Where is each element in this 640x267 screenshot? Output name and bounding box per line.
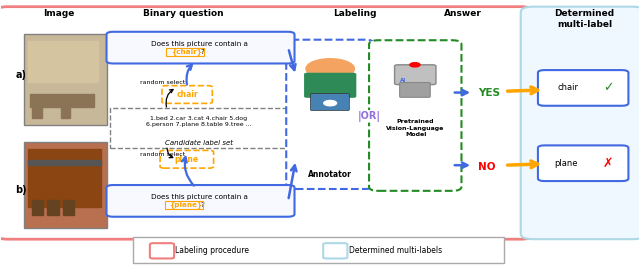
FancyBboxPatch shape	[286, 40, 374, 189]
Circle shape	[410, 63, 420, 67]
Text: Does this picture contain a: Does this picture contain a	[151, 194, 250, 201]
Text: |OR|: |OR|	[358, 111, 381, 122]
Bar	[63, 199, 74, 215]
Text: plane: plane	[554, 159, 577, 168]
FancyBboxPatch shape	[106, 185, 294, 217]
Bar	[32, 199, 44, 215]
Text: Answer: Answer	[444, 9, 483, 18]
Circle shape	[306, 59, 355, 79]
Bar	[28, 160, 101, 165]
Text: Labeling: Labeling	[333, 9, 377, 18]
Text: 6.person 7.plane 8.table 9.tree ...: 6.person 7.plane 8.table 9.tree ...	[146, 122, 252, 127]
Bar	[30, 94, 94, 107]
FancyBboxPatch shape	[106, 32, 294, 64]
Text: a): a)	[15, 70, 26, 80]
Text: ✗: ✗	[603, 156, 613, 170]
FancyBboxPatch shape	[323, 243, 348, 258]
FancyBboxPatch shape	[133, 237, 504, 263]
FancyBboxPatch shape	[0, 7, 534, 239]
FancyBboxPatch shape	[24, 34, 106, 125]
Text: ?: ?	[200, 49, 204, 54]
Text: YES: YES	[478, 88, 500, 97]
FancyBboxPatch shape	[150, 243, 174, 258]
Text: Annotator: Annotator	[308, 170, 352, 179]
Text: Determined
multi-label: Determined multi-label	[554, 9, 614, 29]
Text: Determined multi-labels: Determined multi-labels	[349, 246, 442, 255]
Text: ✓: ✓	[603, 81, 613, 94]
Text: Does this picture contain a: Does this picture contain a	[151, 41, 250, 47]
Circle shape	[324, 100, 337, 106]
Text: Labeling procedure: Labeling procedure	[175, 246, 250, 255]
Text: plane: plane	[175, 155, 199, 164]
FancyBboxPatch shape	[538, 70, 628, 106]
Circle shape	[49, 53, 81, 66]
FancyBboxPatch shape	[109, 108, 289, 147]
Text: Pretrained
Vision-Language
Model: Pretrained Vision-Language Model	[387, 119, 445, 137]
FancyBboxPatch shape	[162, 86, 212, 103]
Text: NO: NO	[478, 162, 495, 171]
FancyBboxPatch shape	[310, 94, 349, 111]
Text: {chair}: {chair}	[172, 48, 202, 55]
Text: 1.bed 2.car 3.cat 4.chair 5.dog: 1.bed 2.car 3.cat 4.chair 5.dog	[150, 116, 248, 121]
FancyBboxPatch shape	[160, 150, 214, 168]
FancyBboxPatch shape	[304, 73, 356, 98]
FancyBboxPatch shape	[538, 146, 628, 181]
Text: Candidate label set: Candidate label set	[165, 140, 233, 146]
FancyBboxPatch shape	[394, 65, 436, 85]
Text: chair: chair	[557, 83, 578, 92]
Text: random select: random select	[140, 80, 186, 85]
FancyBboxPatch shape	[399, 83, 430, 97]
Text: random select: random select	[140, 152, 186, 157]
Bar	[47, 199, 59, 215]
Bar	[32, 107, 42, 118]
Bar	[28, 41, 99, 82]
Text: Binary question: Binary question	[143, 9, 223, 18]
Text: AI: AI	[400, 78, 406, 83]
FancyBboxPatch shape	[369, 40, 461, 191]
Text: chair: chair	[177, 90, 198, 99]
Text: b): b)	[15, 185, 27, 195]
Bar	[61, 107, 70, 118]
FancyBboxPatch shape	[24, 142, 106, 228]
FancyBboxPatch shape	[521, 7, 640, 239]
Text: {plane}: {plane}	[169, 201, 202, 208]
Bar	[28, 149, 101, 207]
Text: ?: ?	[200, 202, 204, 208]
Text: Image: Image	[43, 9, 74, 18]
